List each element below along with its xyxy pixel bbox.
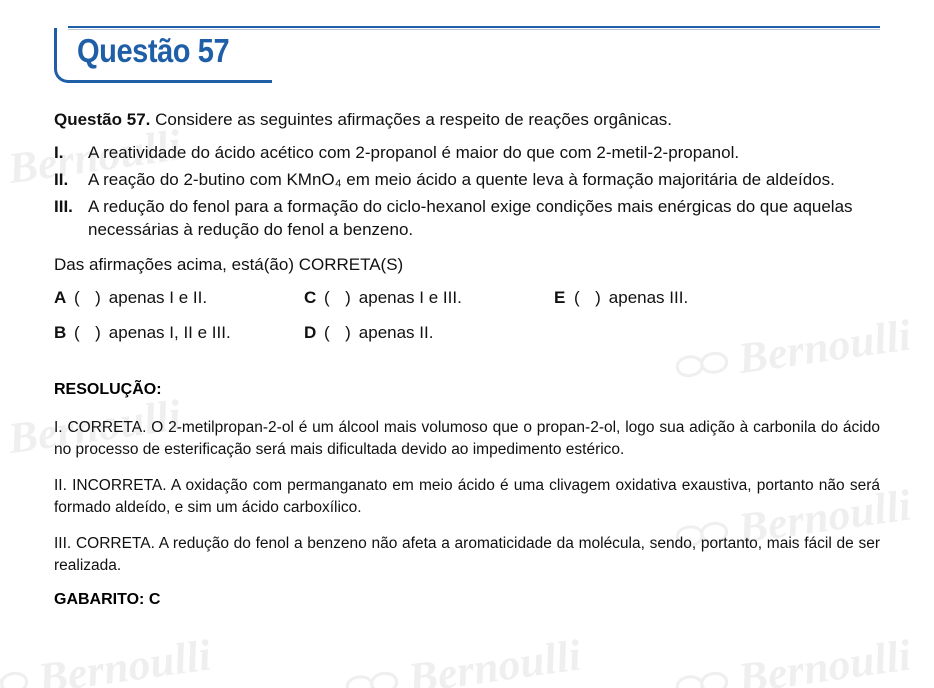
statements-list: I. A reatividade do ácido acético com 2-…	[54, 142, 880, 242]
statement-text: A redução do fenol para a formação do ci…	[88, 196, 880, 242]
alternative-b-text: apenas I, II e III.	[109, 322, 231, 345]
statement-numeral: I.	[54, 142, 88, 165]
question-lead-text: Considere as seguintes afirmações a resp…	[150, 110, 672, 129]
question-title-box: Questão 57	[54, 28, 272, 83]
resolution-body: I. CORRETA. O 2-metilpropan-2-ol é um ál…	[54, 417, 880, 577]
question-lead-bold: Questão 57.	[54, 110, 150, 129]
statement-numeral: III.	[54, 196, 88, 242]
resolution-heading: RESOLUÇÃO:	[54, 381, 880, 399]
question-lead: Questão 57. Considere as seguintes afirm…	[54, 109, 880, 132]
page: Bernoulli Bernoulli Bernoulli Bernoulli …	[0, 26, 934, 688]
answer-key-value: C	[149, 591, 161, 608]
alternative-a-text: apenas I e II.	[109, 287, 207, 310]
watermark: Bernoulli	[338, 629, 584, 688]
alternative-b: B( )apenas I, II e III.	[54, 322, 304, 345]
alternative-d: D( )apenas II.	[304, 322, 554, 345]
resolution-paragraph: I. CORRETA. O 2-metilpropan-2-ol é um ál…	[54, 417, 880, 461]
alternative-c: C( )apenas I e III.	[304, 287, 554, 310]
alternatives-grid: A( )apenas I e II. C( )apenas I e III. E…	[54, 287, 880, 345]
statement-item: II. A reação do 2-butino com KMnO₄ em me…	[54, 169, 880, 192]
alternative-c-text: apenas I e III.	[359, 287, 462, 310]
statement-text: A reação do 2-butino com KMnO₄ em meio á…	[88, 169, 880, 192]
question-body: Questão 57. Considere as seguintes afirm…	[54, 109, 880, 345]
answer-key-label: GABARITO:	[54, 591, 149, 608]
watermark: Bernoulli	[0, 629, 214, 688]
statement-numeral: II.	[54, 169, 88, 192]
question-title: Questão 57	[77, 32, 229, 70]
resolution-paragraph: III. CORRETA. A redução do fenol a benze…	[54, 533, 880, 577]
statement-item: I. A reatividade do ácido acético com 2-…	[54, 142, 880, 165]
alternative-a: A( )apenas I e II.	[54, 287, 304, 310]
statement-text: A reatividade do ácido acético com 2-pro…	[88, 142, 880, 165]
alternative-d-text: apenas II.	[359, 322, 434, 345]
question-prompt: Das afirmações acima, está(ão) CORRETA(S…	[54, 254, 880, 277]
resolution-paragraph: II. INCORRETA. A oxidação com permangana…	[54, 475, 880, 519]
alternative-e-text: apenas III.	[609, 287, 688, 310]
watermark: Bernoulli	[668, 629, 914, 688]
answer-key: GABARITO: C	[54, 591, 880, 609]
statement-item: III. A redução do fenol para a formação …	[54, 196, 880, 242]
alternative-e: E( )apenas III.	[554, 287, 804, 310]
